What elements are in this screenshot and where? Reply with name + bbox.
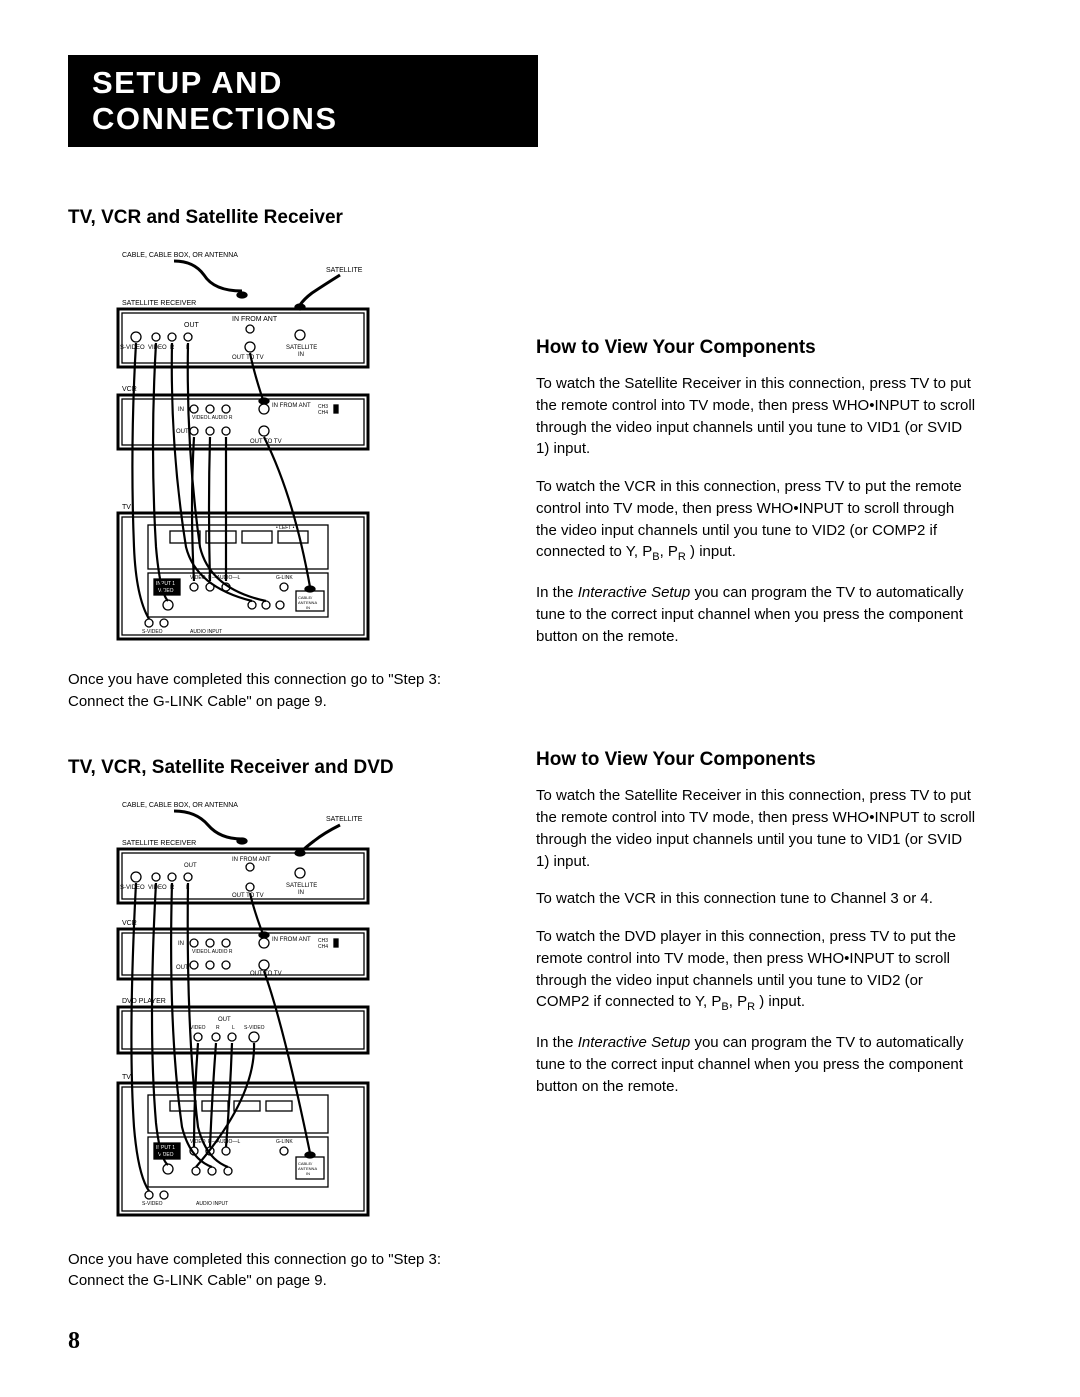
svg-text:IN: IN <box>306 605 310 610</box>
svg-text:L AUDIO R: L AUDIO R <box>208 949 233 955</box>
connection-diagram-1: CABLE, CABLE BOX, OR ANTENNA SATELLITE S… <box>114 247 374 647</box>
block1-p1: To watch the Satellite Receiver in this … <box>536 373 976 460</box>
section2-heading: TV, VCR, Satellite Receiver and DVD <box>68 757 488 779</box>
label-tv: TV <box>122 504 131 511</box>
section1-caption: Once you have completed this connection … <box>68 669 488 713</box>
block2-p3: To watch the DVD player in this connecti… <box>536 926 976 1016</box>
block2-p2: To watch the VCR in this connection tune… <box>536 888 976 910</box>
block1-heading: How to View Your Components <box>536 337 976 359</box>
svg-text:OUT: OUT <box>184 863 197 869</box>
svg-text:S-VIDEO: S-VIDEO <box>120 885 145 891</box>
svg-text:VIDEO: VIDEO <box>148 885 167 891</box>
svg-text:OUT: OUT <box>176 429 189 435</box>
svg-text:S-VIDEO: S-VIDEO <box>244 1025 265 1031</box>
page-title: SETUP AND CONNECTIONS <box>92 65 338 136</box>
section-tv-vcr-sat-dvd: TV, VCR, Satellite Receiver and DVD CABL… <box>68 757 488 1293</box>
svg-text:G-LINK: G-LINK <box>276 575 293 581</box>
svg-text:SATELLITE: SATELLITE <box>286 345 317 351</box>
svg-text:IN: IN <box>298 890 304 896</box>
svg-text:SATELLITE RECEIVER: SATELLITE RECEIVER <box>122 840 196 847</box>
block2-p1: To watch the Satellite Receiver in this … <box>536 785 976 872</box>
svg-text:VIDEO: VIDEO <box>158 588 174 594</box>
svg-text:VIDEO: VIDEO <box>192 949 208 955</box>
svg-text:S-VIDEO: S-VIDEO <box>120 345 145 351</box>
svg-text:IN FROM ANT: IN FROM ANT <box>232 316 278 323</box>
spacer <box>536 207 976 337</box>
svg-text:• LEFT •: • LEFT • <box>276 525 295 531</box>
block2-p4: In the Interactive Setup you can program… <box>536 1032 976 1097</box>
section-tv-vcr-sat: TV, VCR and Satellite Receiver CABLE, CA… <box>68 207 488 713</box>
svg-text:CABLE, CABLE BOX, OR ANTENNA: CABLE, CABLE BOX, OR ANTENNA <box>122 802 238 809</box>
svg-text:OUT TO TV: OUT TO TV <box>232 355 264 361</box>
svg-text:R—AUDIO—L: R—AUDIO—L <box>208 1139 240 1145</box>
svg-text:VIDEO: VIDEO <box>148 345 167 351</box>
block1-p2: To watch the VCR in this connection, pre… <box>536 476 976 566</box>
connection-diagram-2: CABLE, CABLE BOX, OR ANTENNA SATELLITE S… <box>114 797 374 1227</box>
svg-text:L: L <box>232 1025 235 1031</box>
label-satrec: SATELLITE RECEIVER <box>122 300 196 307</box>
svg-text:AUDIO INPUT: AUDIO INPUT <box>190 629 222 635</box>
svg-text:IN: IN <box>306 1171 310 1176</box>
svg-text:AUDIO INPUT: AUDIO INPUT <box>196 1201 228 1207</box>
svg-text:G-LINK: G-LINK <box>276 1139 293 1145</box>
block2-heading: How to View Your Components <box>536 749 976 771</box>
right-block-1: How to View Your Components To watch the… <box>536 337 976 647</box>
svg-text:IN FROM ANT: IN FROM ANT <box>232 857 271 863</box>
page-number: 8 <box>68 1328 80 1355</box>
svg-text:SATELLITE: SATELLITE <box>326 816 363 823</box>
svg-text:DVD PLAYER: DVD PLAYER <box>122 998 166 1005</box>
spacer <box>536 671 976 749</box>
svg-text:OUT: OUT <box>184 322 200 329</box>
label-cable: CABLE, CABLE BOX, OR ANTENNA <box>122 252 238 259</box>
svg-text:SATELLITE: SATELLITE <box>286 883 317 889</box>
svg-text:IN: IN <box>178 407 184 413</box>
section1-heading: TV, VCR and Satellite Receiver <box>68 207 488 229</box>
svg-text:INPUT 1: INPUT 1 <box>156 581 175 587</box>
svg-text:S-VIDEO: S-VIDEO <box>142 1201 163 1207</box>
page-title-bar: SETUP AND CONNECTIONS <box>68 55 538 147</box>
svg-text:CH4: CH4 <box>318 944 328 950</box>
svg-text:IN: IN <box>178 941 184 947</box>
section2-caption: Once you have completed this connection … <box>68 1249 488 1293</box>
svg-text:VIDEO: VIDEO <box>192 415 208 421</box>
svg-text:IN FROM ANT: IN FROM ANT <box>272 937 311 943</box>
svg-text:IN FROM ANT: IN FROM ANT <box>272 403 311 409</box>
svg-text:IN: IN <box>298 352 304 358</box>
svg-text:R: R <box>216 1025 220 1031</box>
svg-text:R—AUDIO—L: R—AUDIO—L <box>208 575 240 581</box>
svg-text:S-VIDEO: S-VIDEO <box>142 629 163 635</box>
left-column: TV, VCR and Satellite Receiver CABLE, CA… <box>68 207 488 1336</box>
svg-text:VIDEO: VIDEO <box>190 1025 206 1031</box>
page-content: TV, VCR and Satellite Receiver CABLE, CA… <box>68 207 1012 1336</box>
right-block-2: How to View Your Components To watch the… <box>536 749 976 1097</box>
svg-text:OUT TO TV: OUT TO TV <box>232 893 264 899</box>
svg-text:L AUDIO R: L AUDIO R <box>208 415 233 421</box>
svg-text:CH4: CH4 <box>318 410 328 416</box>
label-satellite: SATELLITE <box>326 267 363 274</box>
svg-text:OUT: OUT <box>218 1017 231 1023</box>
right-column: How to View Your Components To watch the… <box>536 207 976 1336</box>
svg-text:TV: TV <box>122 1074 131 1081</box>
block1-p3: In the Interactive Setup you can program… <box>536 582 976 647</box>
